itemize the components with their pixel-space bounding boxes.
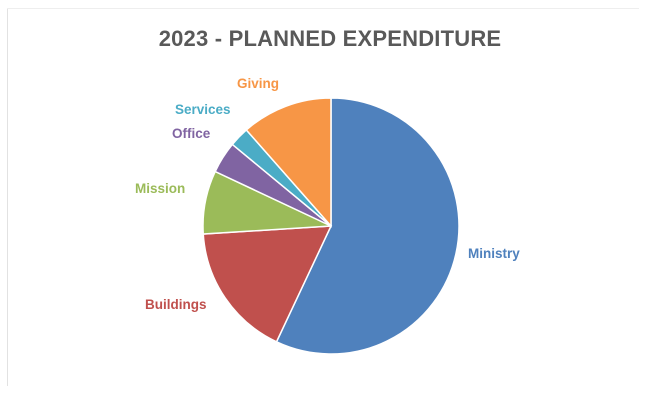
pie-slice-giving <box>245 97 332 228</box>
pie-label-ministry: Ministry <box>468 246 520 261</box>
pie-slice-buildings <box>202 225 333 343</box>
pie-label-office: Office <box>172 126 211 141</box>
pie-label-buildings: Buildings <box>145 297 207 312</box>
pie-slices <box>202 97 460 355</box>
pie-slice-ministry <box>275 97 460 355</box>
frame-border-left <box>7 8 8 386</box>
chart-title: 2023 - PLANNED EXPENDITURE <box>158 26 502 51</box>
pie-label-services: Services <box>175 102 231 117</box>
pie-label-giving: Giving <box>237 76 279 91</box>
pie-labels: Ministry Buildings Mission Office Services Gi… <box>135 76 520 312</box>
frame-border-top <box>7 8 639 9</box>
pie-label-mission: Mission <box>135 181 185 196</box>
